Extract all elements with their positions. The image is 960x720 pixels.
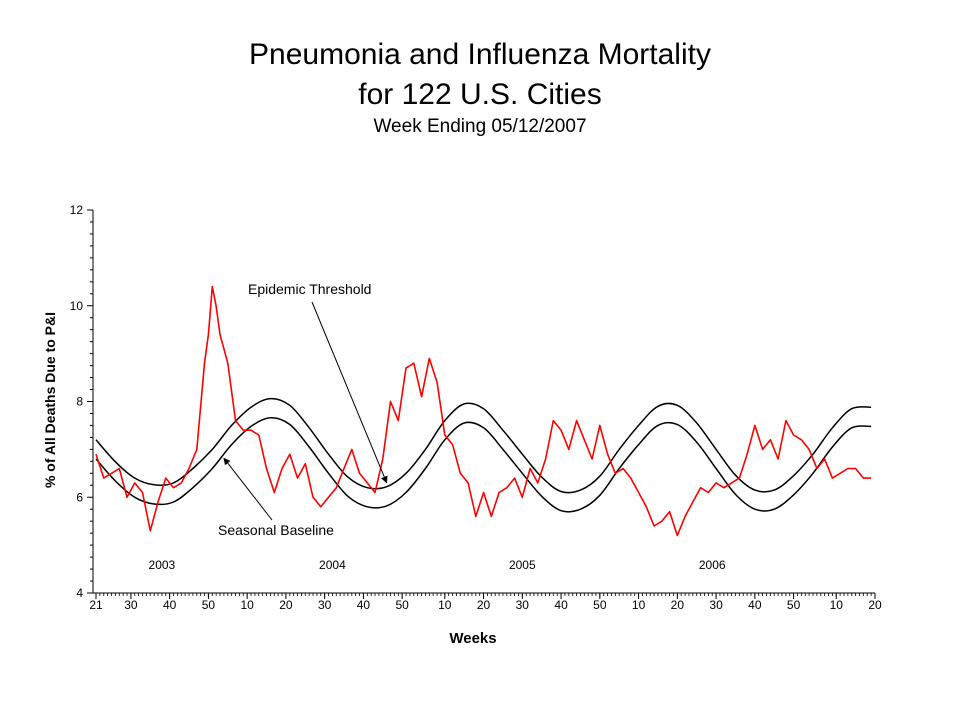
x-tick-label: 20 xyxy=(671,598,685,612)
epidemic-threshold-line xyxy=(95,397,872,494)
x-tick-label: 10 xyxy=(830,598,844,612)
y-tick-label: 8 xyxy=(76,395,83,409)
seasonal-baseline-line xyxy=(95,417,872,513)
chart-title-line1: Pneumonia and Influenza Mortality xyxy=(249,38,711,71)
x-tick-label: 30 xyxy=(124,598,138,612)
x-tick-label: 30 xyxy=(318,598,332,612)
chart-title-line2: for 122 U.S. Cities xyxy=(358,78,602,111)
year-label: 2006 xyxy=(699,558,726,572)
x-axis-label: Weeks xyxy=(449,630,496,647)
x-tick-label: 40 xyxy=(163,598,177,612)
x-tick-label: 50 xyxy=(787,598,801,612)
x-tick-label: 10 xyxy=(438,598,452,612)
y-tick-label: 6 xyxy=(76,490,83,504)
x-tick-label: 21 xyxy=(89,598,103,612)
baseline-arrow xyxy=(223,457,273,521)
x-tick-label: 50 xyxy=(593,598,607,612)
chart-subtitle: Week Ending 05/12/2007 xyxy=(373,116,587,137)
seasonal-baseline-annotation: Seasonal Baseline xyxy=(218,522,334,538)
x-tick-label: 30 xyxy=(516,598,530,612)
x-tick-label: 30 xyxy=(709,598,723,612)
p-i-mortality-line xyxy=(95,285,872,537)
x-tick-label: 40 xyxy=(748,598,762,612)
x-tick-label: 40 xyxy=(357,598,371,612)
x-tick-label: 10 xyxy=(632,598,646,612)
y-tick-label: 10 xyxy=(70,299,84,313)
y-axis-label: % of All Deaths Due to P&I xyxy=(42,312,58,488)
x-tick-label: 20 xyxy=(477,598,491,612)
x-tick-label: 20 xyxy=(279,598,293,612)
x-tick-label: 10 xyxy=(240,598,254,612)
x-tick-label: 40 xyxy=(554,598,568,612)
year-label: 2005 xyxy=(509,558,536,572)
year-label: 2003 xyxy=(149,558,176,572)
x-tick-label: 50 xyxy=(395,598,409,612)
x-tick-label: 50 xyxy=(202,598,216,612)
year-label: 2004 xyxy=(319,558,346,572)
x-tick-label: 20 xyxy=(868,598,882,612)
y-tick-label: 12 xyxy=(70,203,84,217)
y-tick-label: 4 xyxy=(76,586,83,600)
threshold-arrow xyxy=(311,301,388,484)
epidemic-threshold-annotation: Epidemic Threshold xyxy=(248,281,371,297)
